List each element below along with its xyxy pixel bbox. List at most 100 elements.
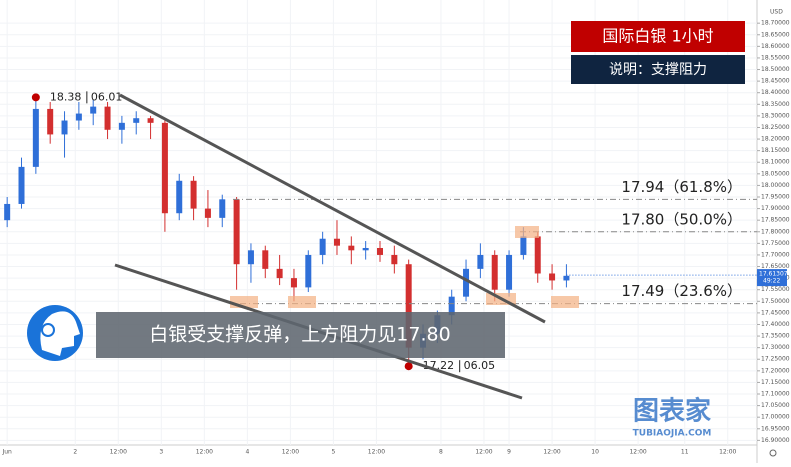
candle-body <box>534 236 541 274</box>
annotation: 白银受支撑反弹，上方阻力见17.80 <box>149 324 450 346</box>
y-tick-label: 17.20000 <box>761 367 790 374</box>
x-tick-label: 11 <box>681 449 689 456</box>
y-tick-label: 17.50000 <box>761 298 790 305</box>
y-tick-label: 17.05000 <box>761 402 790 409</box>
candle-body <box>377 247 383 255</box>
y-tick-label: 17.95000 <box>761 194 790 201</box>
candle-body <box>190 180 197 209</box>
candle-body <box>47 108 54 135</box>
subtitle-box <box>571 55 745 84</box>
y-tick-label: 18.00000 <box>761 182 790 189</box>
candle-body <box>18 166 25 204</box>
candle-body <box>147 118 154 123</box>
x-tick-label: 12:00 <box>475 449 492 456</box>
y-tick-label: 18.55000 <box>761 54 790 61</box>
candle-body <box>520 236 527 255</box>
y-tick-label: 17.30000 <box>761 344 790 351</box>
candle-body <box>247 250 254 265</box>
x-tick-label: 3 <box>159 449 163 456</box>
candle-body <box>290 278 297 288</box>
chart-subtitle: 说明：支撑阻力 <box>609 62 707 78</box>
y-tick-label: 18.60000 <box>761 43 790 50</box>
y-tick-label: 17.00000 <box>761 414 790 421</box>
x-tick-label: 12:00 <box>368 449 385 456</box>
settings-icon[interactable] <box>769 449 777 457</box>
candle-body <box>32 108 39 167</box>
x-tick-label: 12:00 <box>282 449 299 456</box>
x-tick-label: 5 <box>331 449 335 456</box>
extreme-date: 06.01 <box>91 90 123 103</box>
y-tick-label: 17.25000 <box>761 356 790 363</box>
candle-body <box>448 296 455 316</box>
annotation-box <box>96 312 505 358</box>
x-tick-label: 8 <box>439 449 443 456</box>
extreme-price: 18.38 <box>50 90 82 103</box>
chart-title: 国际白银 1小时 <box>602 27 713 46</box>
level-label: 17.49（23.6%） <box>621 282 742 300</box>
watermark-url: TUBIAOJIA.COM <box>633 429 712 439</box>
candle-body <box>104 106 111 130</box>
y-tick-label: 17.85000 <box>761 217 790 224</box>
y-tick-label: 18.45000 <box>761 78 790 85</box>
candle-body <box>405 264 412 348</box>
y-tick-label: 16.90000 <box>761 437 790 444</box>
x-tick-label: 9 <box>507 449 511 456</box>
y-tick-label: 18.40000 <box>761 89 790 96</box>
y-tick-label: 18.65000 <box>761 31 790 38</box>
x-tick-label: 10 <box>591 449 599 456</box>
candle-body <box>161 122 168 214</box>
y-tick-label: 17.90000 <box>761 205 790 212</box>
y-tick-label: 17.15000 <box>761 379 790 386</box>
countdown: 49:22 <box>763 278 780 285</box>
y-tick-label: 18.50000 <box>761 66 790 73</box>
y-tick-label: 17.70000 <box>761 251 790 258</box>
y-tick-label: 16.95000 <box>761 425 790 432</box>
y-tick-label: 17.35000 <box>761 333 790 340</box>
candle-body <box>305 254 312 288</box>
y-tick-label: 17.75000 <box>761 240 790 247</box>
x-tick-label: 12:00 <box>196 449 213 456</box>
y-tick-label: 18.05000 <box>761 170 790 177</box>
candle-body <box>276 268 283 279</box>
x-tick-label: 12:00 <box>110 449 127 456</box>
candle-body <box>333 238 340 246</box>
x-tick-label: 4 <box>245 449 249 456</box>
currency: USD <box>770 9 783 16</box>
candle-body <box>61 120 68 135</box>
y-tick-label: 18.20000 <box>761 136 790 143</box>
candle-body <box>362 247 369 251</box>
y-tick-label: 18.35000 <box>761 101 790 108</box>
extreme-dot <box>404 362 413 371</box>
candle-body <box>176 180 183 214</box>
logo <box>27 305 83 361</box>
y-tick-label: 17.45000 <box>761 309 790 316</box>
candle-body <box>118 122 125 130</box>
candle-body <box>491 254 498 290</box>
y-tick-label: 17.65000 <box>761 263 790 270</box>
extreme-date: 06.05 <box>464 359 496 372</box>
candle-body <box>463 268 470 297</box>
y-tick-label: 17.55000 <box>761 286 790 293</box>
candle-body <box>204 208 211 218</box>
last-price: 17.61307 <box>759 271 788 278</box>
last-price-tag <box>757 269 787 287</box>
watermark: 图表家 <box>633 396 711 427</box>
candle-body <box>90 106 97 114</box>
extreme-dot <box>31 93 40 102</box>
x-tick-label: 12:00 <box>719 449 736 456</box>
trend-line <box>119 93 546 324</box>
y-tick-label: 18.15000 <box>761 147 790 154</box>
x-tick-label: 12:00 <box>543 449 560 456</box>
y-tick-label: 18.30000 <box>761 112 790 119</box>
y-tick-label: 18.70000 <box>761 20 790 27</box>
y-tick-label: 18.25000 <box>761 124 790 131</box>
level-label: 17.94（61.8%） <box>621 178 742 196</box>
candle-body <box>506 254 513 290</box>
candle-body <box>549 273 556 281</box>
candle-body <box>233 199 240 265</box>
candle-body <box>4 203 11 221</box>
y-tick-label: 17.10000 <box>761 391 790 398</box>
candle-body <box>75 113 82 121</box>
x-tick-label: 12:00 <box>629 449 646 456</box>
